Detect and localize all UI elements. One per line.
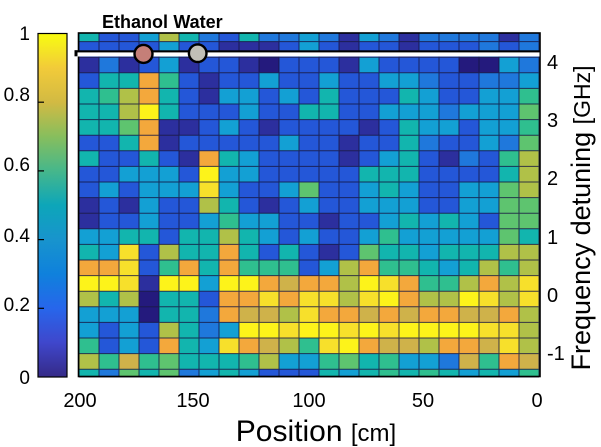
svg-text:3: 3 (547, 110, 558, 132)
svg-text:1: 1 (547, 227, 558, 249)
svg-text:Water: Water (173, 12, 222, 32)
svg-text:150: 150 (176, 390, 209, 412)
svg-text:2: 2 (547, 168, 558, 190)
svg-text:0: 0 (547, 285, 558, 307)
svg-text:50: 50 (412, 390, 434, 412)
svg-text:0.2: 0.2 (4, 295, 30, 316)
svg-text:Frequency detuning [GHz]: Frequency detuning [GHz] (566, 66, 596, 371)
svg-text:1: 1 (19, 24, 30, 45)
svg-text:0: 0 (19, 368, 30, 389)
svg-text:0.4: 0.4 (4, 226, 31, 247)
svg-text:0.6: 0.6 (4, 155, 30, 176)
svg-text:Position [cm]: Position [cm] (236, 415, 396, 447)
svg-text:Ethanol: Ethanol (102, 12, 168, 32)
svg-text:0: 0 (531, 390, 542, 412)
svg-text:100: 100 (292, 390, 325, 412)
svg-text:200: 200 (63, 390, 96, 412)
svg-text:4: 4 (547, 52, 558, 74)
svg-text:-1: -1 (547, 343, 565, 365)
svg-text:0.8: 0.8 (4, 85, 30, 106)
